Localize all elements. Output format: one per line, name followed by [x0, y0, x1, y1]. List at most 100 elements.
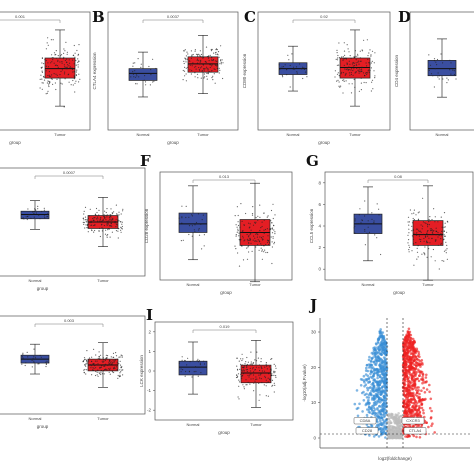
jitter-point: [116, 362, 118, 364]
jitter-point: [118, 220, 120, 222]
jitter-point: [99, 220, 101, 222]
jitter-point: [113, 367, 115, 369]
jitter-point: [95, 218, 98, 220]
volcano-point: [409, 346, 413, 349]
jitter-point: [352, 74, 354, 76]
jitter-point: [87, 231, 89, 233]
jitter-point: [217, 51, 220, 53]
volcano-point: [379, 390, 383, 394]
jitter-point: [184, 75, 186, 77]
jitter-point: [259, 229, 261, 232]
jitter-point: [446, 77, 448, 79]
jitter-point: [427, 242, 429, 244]
p-value-label: 0.001: [15, 14, 26, 19]
jitter-point: [428, 69, 430, 71]
jitter-point: [198, 234, 201, 236]
jitter-point: [267, 395, 269, 397]
jitter-point: [26, 218, 28, 221]
jitter-point: [363, 39, 365, 41]
jitter-point: [66, 68, 68, 70]
jitter-point: [273, 391, 275, 393]
jitter-point: [261, 370, 263, 372]
jitter-point: [424, 235, 427, 237]
volcano-point: [377, 384, 381, 388]
jitter-point: [359, 71, 361, 73]
jitter-point: [366, 65, 368, 67]
jitter-point: [358, 214, 360, 216]
jitter-point: [368, 231, 371, 233]
volcano-point: [405, 354, 408, 358]
jitter-point: [75, 71, 77, 73]
jitter-point: [22, 357, 24, 359]
jitter-point: [371, 60, 373, 63]
volcano-point: [406, 357, 410, 361]
jitter-point: [107, 214, 109, 216]
jitter-point: [253, 382, 255, 384]
jitter-point: [114, 367, 116, 370]
jitter-point: [215, 48, 218, 50]
jitter-point: [110, 208, 112, 210]
gene-label: CTLA4: [409, 428, 422, 433]
jitter-point: [150, 74, 152, 76]
jitter-point: [348, 60, 350, 62]
jitter-point: [370, 62, 372, 64]
jitter-point: [42, 75, 45, 78]
jitter-point: [438, 268, 440, 270]
jitter-point: [99, 235, 101, 238]
jitter-point: [216, 67, 218, 69]
jitter-point: [52, 83, 54, 85]
x-axis-label: group: [318, 140, 330, 145]
jitter-point: [374, 52, 376, 54]
jitter-point: [243, 370, 245, 372]
jitter-point: [201, 71, 203, 73]
panel-j: J3020100-log10(adj.P.value)log2(foldchan…: [302, 296, 470, 461]
volcano-point: [422, 386, 426, 390]
jitter-point: [185, 67, 187, 69]
jitter-point: [95, 221, 97, 223]
jitter-point: [221, 59, 223, 61]
jitter-point: [185, 370, 187, 373]
volcano-point: [370, 425, 373, 428]
jitter-point: [50, 75, 52, 77]
jitter-point: [182, 239, 184, 241]
jitter-point: [373, 62, 375, 64]
volcano-point: [394, 421, 398, 424]
jitter-point: [108, 363, 110, 365]
volcano-point: [415, 402, 419, 405]
volcano-point: [383, 386, 387, 389]
jitter-point: [408, 249, 410, 251]
volcano-point: [362, 399, 366, 402]
jitter-point: [271, 374, 273, 376]
jitter-point: [209, 64, 211, 66]
volcano-point: [408, 339, 411, 342]
jitter-point: [134, 76, 137, 78]
volcano-point: [409, 362, 413, 366]
y-axis-label: CTLA4 expression: [92, 52, 97, 90]
volcano-point: [411, 343, 415, 346]
jitter-point: [348, 51, 350, 53]
jitter-point: [205, 61, 207, 63]
jitter-point: [41, 66, 43, 68]
box-normal: [20, 210, 50, 220]
volcano-point: [371, 356, 375, 360]
jitter-point: [208, 60, 210, 62]
jitter-point: [121, 366, 123, 368]
jitter-point: [274, 365, 277, 367]
jitter-point: [420, 231, 422, 233]
jitter-point: [145, 84, 147, 86]
jitter-point: [237, 228, 239, 230]
jitter-point: [246, 370, 248, 373]
jitter-point: [304, 71, 307, 73]
jitter-point: [203, 363, 206, 365]
jitter-point: [199, 362, 201, 364]
jitter-point: [117, 220, 119, 222]
jitter-point: [104, 364, 106, 366]
jitter-point: [46, 216, 49, 218]
jitter-point: [194, 366, 197, 368]
jitter-point: [34, 358, 36, 360]
jitter-point: [255, 378, 257, 380]
x-tick-label: Normal: [29, 278, 42, 283]
jitter-point: [220, 63, 222, 65]
jitter-point: [429, 216, 431, 218]
jitter-point: [28, 214, 30, 216]
